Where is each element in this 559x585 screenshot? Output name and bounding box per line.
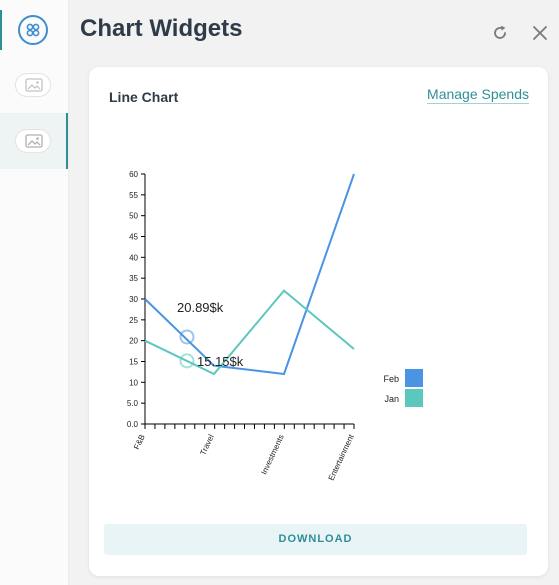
y-tick-label: 30 [129, 295, 138, 304]
active-indicator [0, 10, 2, 50]
y-tick-label: 45 [129, 233, 138, 242]
rail-home[interactable] [0, 0, 68, 56]
y-tick-label: 60 [129, 170, 138, 179]
legend-swatch-jan [405, 389, 423, 407]
page-header: Chart Widgets [80, 12, 550, 46]
legend-label-feb: Feb [383, 374, 399, 384]
x-tick-label: Entertainment [327, 432, 357, 482]
apps-grid-icon[interactable] [18, 15, 48, 45]
series-line-feb [144, 173, 355, 376]
line-chart: 0.0 5.0 10 15 20 25 30 35 40 45 50 55 60 F&B Travel Inv… [89, 67, 548, 576]
hover-marker-feb [179, 329, 195, 345]
data-label-jan: 15.15$k [197, 354, 244, 369]
sidebar-rail [0, 0, 69, 585]
y-tick-label: 35 [129, 274, 138, 283]
y-tick-label: 50 [129, 212, 138, 221]
data-label-feb: 20.89$k [177, 300, 224, 315]
series-line-jan [144, 289, 355, 376]
manage-spends-link[interactable]: Manage Spends [427, 86, 529, 104]
y-tick-label: 20 [129, 337, 138, 346]
y-tick-label: 25 [129, 316, 138, 325]
x-tick-label: Travel [198, 433, 216, 457]
rail-item-images[interactable] [0, 57, 68, 113]
y-tick-label: 15 [129, 358, 138, 367]
line-chart-svg: 0.0 5.0 10 15 20 25 30 35 40 45 50 55 60 F&B Travel Inv… [127, 170, 423, 482]
card-title: Line Chart [109, 89, 179, 105]
image-icon [25, 134, 43, 148]
image-icon [25, 78, 43, 92]
chart-card: Line Chart Manage Spends 0.0 5.0 10 15 20 25 3… [89, 67, 548, 576]
refresh-icon[interactable] [489, 22, 511, 44]
legend-label-jan: Jan [384, 394, 399, 404]
close-icon[interactable] [529, 22, 551, 44]
download-button[interactable]: DOWNLOAD [104, 524, 527, 555]
rail-pill [15, 129, 51, 153]
y-tick-label: 5.0 [127, 399, 139, 408]
page-title: Chart Widgets [80, 15, 243, 42]
x-tick-label: Investments [259, 433, 285, 476]
y-tick-label: 55 [129, 191, 138, 200]
x-tick-label: F&B [132, 433, 147, 451]
hover-marker-jan [179, 353, 195, 369]
legend-swatch-feb [405, 369, 423, 387]
y-tick-label: 0.0 [127, 420, 139, 429]
y-tick-label: 10 [129, 378, 138, 387]
y-tick-label: 40 [129, 253, 138, 262]
rail-item-charts[interactable] [0, 113, 68, 169]
rail-pill [15, 73, 51, 97]
